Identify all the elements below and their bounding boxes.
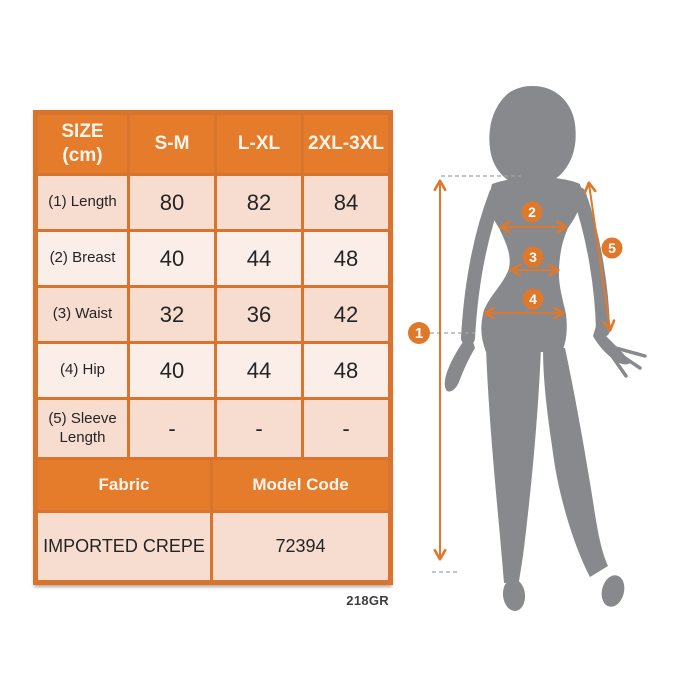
hip-l-xl: 44: [217, 344, 301, 397]
model-code-value: 72394: [213, 513, 388, 580]
measurement-markers: 1 2 3 4 5: [408, 201, 623, 344]
marker-5-circle: [601, 237, 623, 259]
silhouette-hair: [489, 85, 576, 188]
marker-1-circle: [408, 322, 430, 344]
fabric-header: Fabric: [38, 460, 210, 510]
row-label-hip: (4) Hip: [38, 344, 127, 397]
marker-2-number: 2: [528, 204, 536, 220]
sleeve-2xl-3xl: -: [304, 400, 388, 457]
length-2xl-3xl: 84: [304, 176, 388, 229]
breast-l-xl: 44: [217, 232, 301, 285]
female-silhouette: [444, 85, 647, 611]
column-header-s-m: S-M: [130, 115, 214, 173]
weight-footnote: 218GR: [346, 593, 389, 608]
length-s-m: 80: [130, 176, 214, 229]
table-row-waist: (3) Waist 32 36 42: [38, 288, 388, 341]
marker-4-number: 4: [529, 291, 537, 307]
marker-1-number: 1: [415, 325, 423, 342]
table-row-breast: (2) Breast 40 44 48: [38, 232, 388, 285]
breast-2xl-3xl: 48: [304, 232, 388, 285]
silhouette-left-leg: [486, 348, 541, 583]
measurement-guides: [430, 175, 616, 573]
waist-2xl-3xl: 42: [304, 288, 388, 341]
fabric-value-row: IMPORTED CREPE 72394: [38, 513, 388, 580]
silhouette-left-foot: [502, 579, 526, 611]
silhouette-left-hand: [444, 332, 475, 392]
silhouette-fingers: [610, 346, 647, 378]
column-header-l-xl: L-XL: [217, 115, 301, 173]
table-row-length: (1) Length 80 82 84: [38, 176, 388, 229]
hip-2xl-3xl: 48: [304, 344, 388, 397]
silhouette-right-leg: [543, 348, 608, 577]
size-table: SIZE (cm) S-M L-XL 2XL-3XL (1) Length 80…: [33, 110, 393, 585]
sleeve-l-xl: -: [217, 400, 301, 457]
marker-4-circle: [522, 288, 544, 310]
table-row-hip: (4) Hip 40 44 48: [38, 344, 388, 397]
fabric-value: IMPORTED CREPE: [38, 513, 210, 580]
waist-s-m: 32: [130, 288, 214, 341]
sleeve-arrow: [583, 181, 616, 332]
silhouette-right-foot: [601, 575, 625, 607]
size-table-header-row: SIZE (cm) S-M L-XL 2XL-3XL: [38, 115, 388, 173]
model-code-header: Model Code: [213, 460, 388, 510]
sleeve-s-m: -: [130, 400, 214, 457]
marker-2-circle: [521, 201, 543, 223]
silhouette-left-arm: [461, 187, 503, 345]
column-header-2xl-3xl: 2XL-3XL: [304, 115, 388, 173]
fabric-header-row: Fabric Model Code: [38, 460, 388, 510]
marker-3-number: 3: [529, 249, 537, 265]
table-row-sleeve-length: (5) Sleeve Length - - -: [38, 400, 388, 457]
waist-l-xl: 36: [217, 288, 301, 341]
row-label-length: (1) Length: [38, 176, 127, 229]
row-label-breast: (2) Breast: [38, 232, 127, 285]
size-unit-header: SIZE (cm): [38, 115, 127, 173]
hip-s-m: 40: [130, 344, 214, 397]
breast-s-m: 40: [130, 232, 214, 285]
row-label-waist: (3) Waist: [38, 288, 127, 341]
row-label-sleeve-length: (5) Sleeve Length: [38, 400, 127, 457]
marker-3-circle: [522, 246, 544, 268]
marker-5-number: 5: [608, 240, 616, 256]
length-l-xl: 82: [217, 176, 301, 229]
